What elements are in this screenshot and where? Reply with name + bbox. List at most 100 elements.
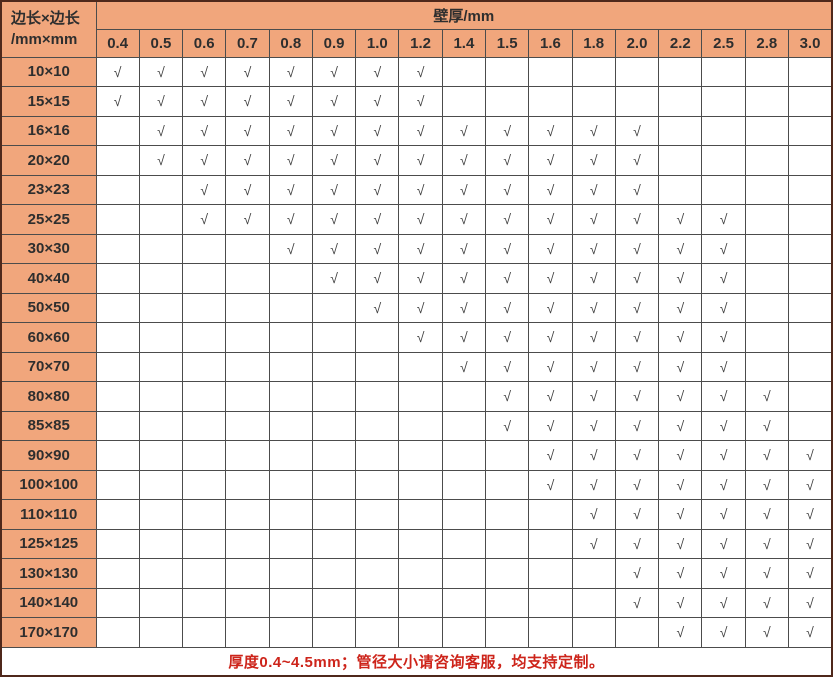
empty-cell [311, 558, 357, 589]
check-cell: √ [614, 263, 660, 294]
check-cell: √ [571, 263, 616, 294]
empty-cell [528, 86, 573, 117]
check-cell: √ [571, 292, 616, 323]
check-cell: √ [614, 204, 660, 235]
check-cell: √ [355, 263, 400, 294]
check-cell: √ [182, 204, 227, 235]
size-row-label: 80×80 [0, 381, 97, 412]
check-cell: √ [658, 587, 703, 618]
check-cell: √ [701, 587, 746, 618]
check-cell: √ [268, 233, 313, 264]
check-cell: √ [788, 469, 833, 500]
table-row: 10×10 √ √ √ √ √ √ √ √ [0, 56, 833, 87]
empty-cell [182, 528, 227, 559]
check-cell: √ [355, 174, 400, 205]
empty-cell [744, 292, 790, 323]
empty-cell [268, 469, 313, 500]
empty-cell [485, 56, 530, 87]
empty-cell [485, 528, 530, 559]
check-cell: √ [485, 351, 530, 382]
table-row: 70×70 √ √ √ √ √ √ √ [0, 351, 833, 382]
check-cell: √ [528, 381, 573, 412]
size-row-label: 30×30 [0, 233, 97, 264]
header-row-thickness-values: 0.4 0.5 0.6 0.7 0.8 0.9 1.0 1.2 1.4 1.5 1.6 1.8 2.0 2… [1, 28, 833, 58]
empty-cell [355, 322, 400, 353]
check-cell: √ [485, 381, 530, 412]
check-cell: √ [182, 145, 227, 176]
empty-cell [441, 86, 487, 117]
empty-cell [182, 587, 227, 618]
empty-cell [398, 469, 443, 500]
empty-cell [744, 322, 790, 353]
check-cell: √ [614, 115, 660, 146]
check-cell: √ [311, 86, 357, 117]
check-cell: √ [571, 233, 616, 264]
check-cell: √ [701, 410, 746, 441]
check-cell: √ [528, 440, 573, 471]
empty-cell [225, 587, 270, 618]
check-cell: √ [398, 263, 443, 294]
check-cell: √ [485, 322, 530, 353]
check-cell: √ [571, 440, 616, 471]
empty-cell [788, 381, 833, 412]
empty-cell [485, 587, 530, 618]
check-cell: √ [95, 86, 140, 117]
check-cell: √ [138, 56, 184, 87]
empty-cell [225, 440, 270, 471]
empty-cell [182, 292, 227, 323]
empty-cell [701, 145, 746, 176]
check-cell: √ [441, 204, 487, 235]
empty-cell [95, 204, 140, 235]
check-cell: √ [225, 145, 270, 176]
check-cell: √ [614, 558, 660, 589]
thickness-col-header: 0.4 [95, 28, 140, 58]
check-cell: √ [398, 56, 443, 87]
check-cell: √ [441, 322, 487, 353]
check-cell: √ [182, 115, 227, 146]
check-cell: √ [441, 351, 487, 382]
size-row-label: 16×16 [0, 115, 97, 146]
size-row-label: 40×40 [0, 263, 97, 294]
empty-cell [571, 56, 616, 87]
check-cell: √ [398, 115, 443, 146]
check-cell: √ [614, 145, 660, 176]
check-cell: √ [701, 381, 746, 412]
empty-cell [441, 56, 487, 87]
check-cell: √ [658, 381, 703, 412]
corner-header: 边长×边长 /mm×mm [0, 0, 97, 58]
empty-cell [268, 351, 313, 382]
check-cell: √ [744, 469, 790, 500]
empty-cell [571, 617, 616, 648]
empty-cell [138, 617, 184, 648]
check-cell: √ [701, 292, 746, 323]
size-row-label: 85×85 [0, 410, 97, 441]
table-row: 170×170 √ √ √ √ [0, 617, 833, 648]
empty-cell [528, 499, 573, 530]
empty-cell [398, 351, 443, 382]
empty-cell [138, 204, 184, 235]
empty-cell [355, 351, 400, 382]
footer-note: 厚度0.4~4.5mm；管径大小请咨询客服，均支持定制。 [0, 646, 833, 677]
check-cell: √ [485, 115, 530, 146]
check-cell: √ [355, 204, 400, 235]
check-cell: √ [528, 322, 573, 353]
check-cell: √ [744, 558, 790, 589]
empty-cell [788, 115, 833, 146]
check-cell: √ [614, 587, 660, 618]
check-cell: √ [658, 204, 703, 235]
empty-cell [268, 322, 313, 353]
empty-cell [788, 145, 833, 176]
check-cell: √ [744, 410, 790, 441]
check-cell: √ [701, 204, 746, 235]
check-cell: √ [528, 410, 573, 441]
empty-cell [138, 410, 184, 441]
empty-cell [788, 56, 833, 87]
check-cell: √ [485, 292, 530, 323]
check-cell: √ [571, 381, 616, 412]
size-row-label: 70×70 [0, 351, 97, 382]
check-cell: √ [485, 233, 530, 264]
thickness-col-header: 0.8 [268, 28, 313, 58]
empty-cell [311, 617, 357, 648]
check-cell: √ [528, 115, 573, 146]
check-cell: √ [571, 499, 616, 530]
